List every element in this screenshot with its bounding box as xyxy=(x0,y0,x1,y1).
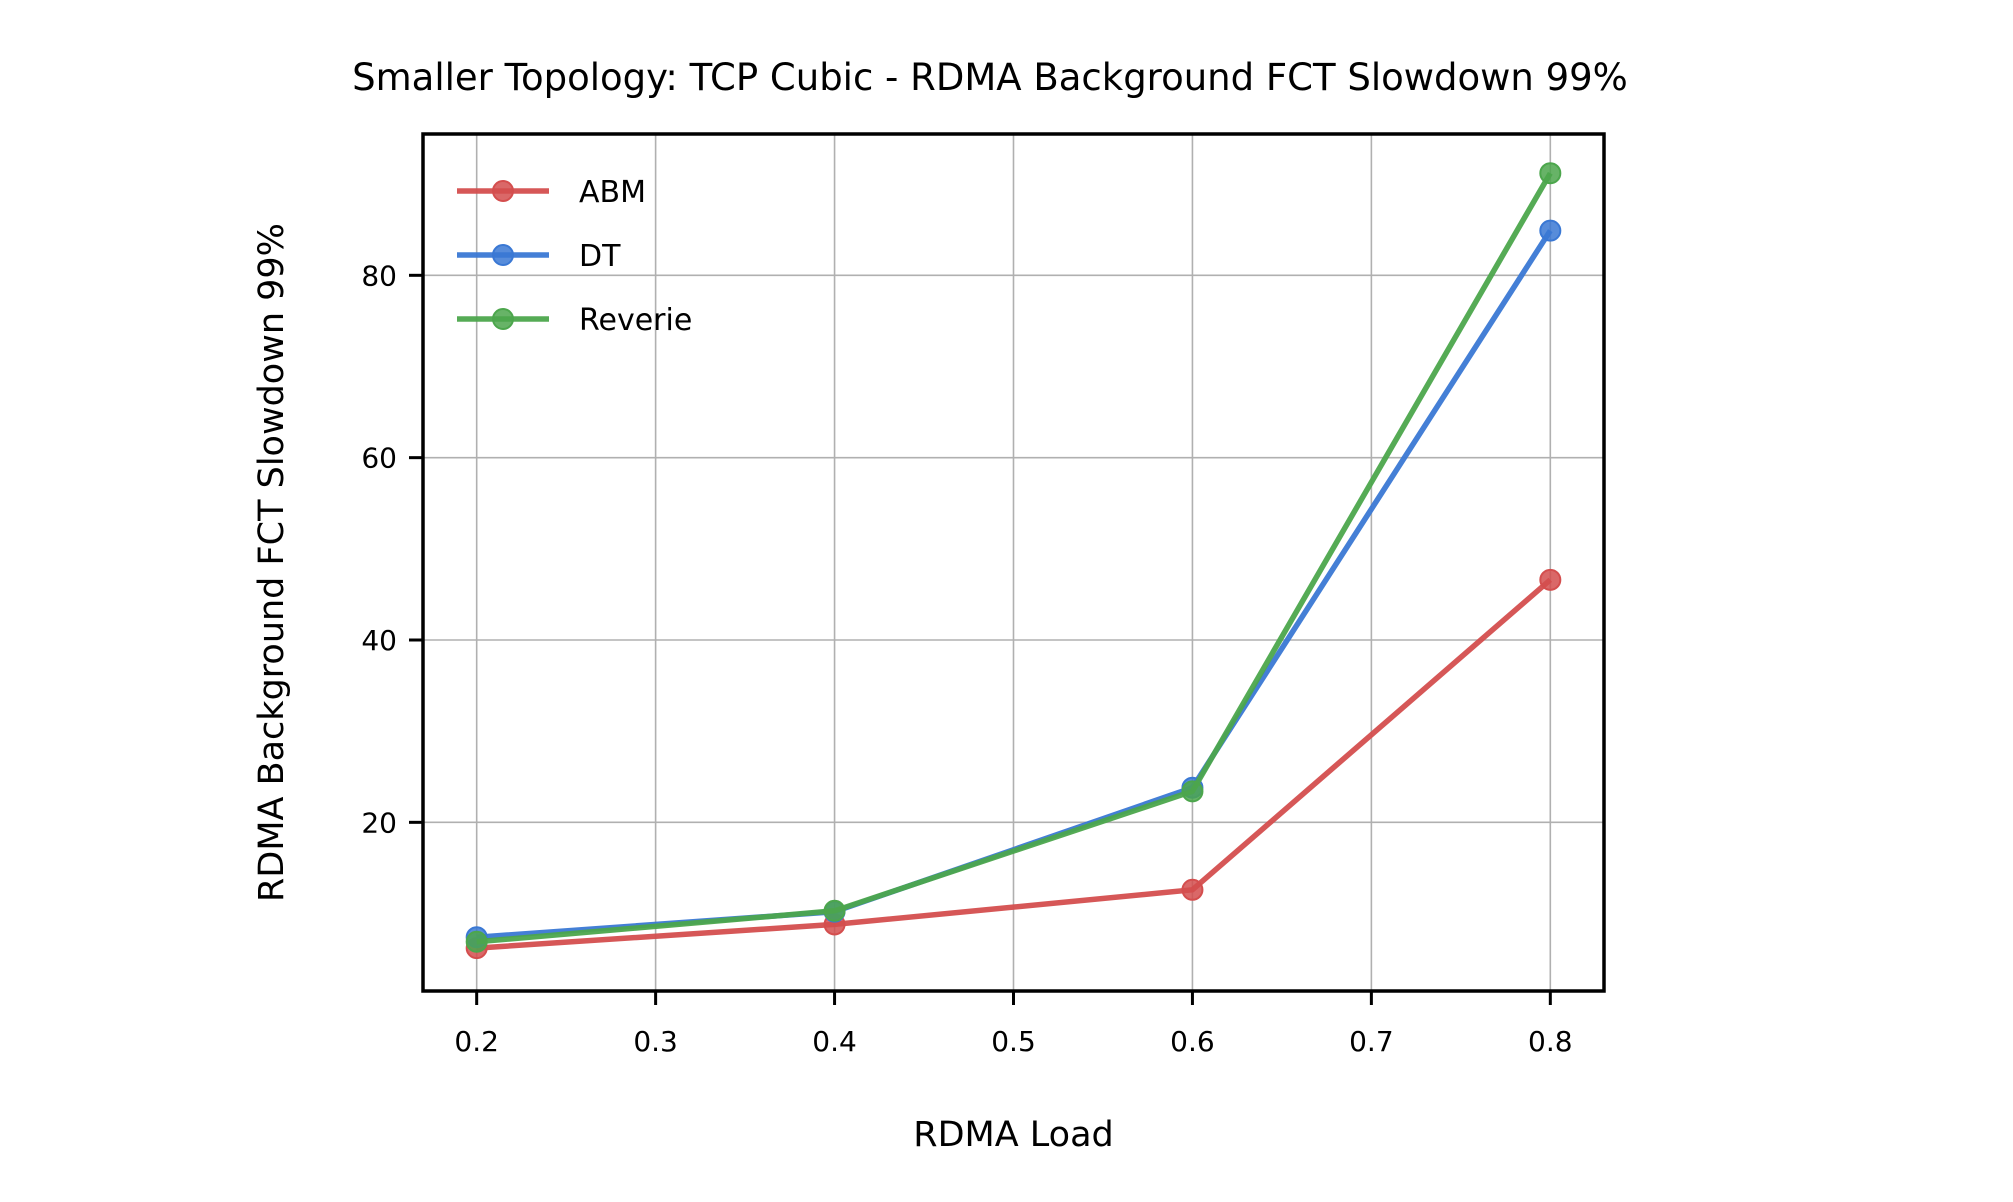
data-point xyxy=(1539,219,1562,242)
legend-item: Reverie xyxy=(457,303,692,338)
series-reverie xyxy=(465,162,1562,953)
y-tick-label: 60 xyxy=(361,442,397,475)
legend-marker xyxy=(492,180,514,202)
x-tick-label: 0.5 xyxy=(991,1025,1036,1058)
legend-label: Reverie xyxy=(579,303,692,338)
y-axis: 20 40 60 80 xyxy=(361,259,423,839)
legend-item: DT xyxy=(457,239,621,274)
x-axis: 0.2 0.3 0.4 0.5 0.6 0.7 0.8 xyxy=(454,991,1573,1058)
legend-marker xyxy=(492,244,514,266)
data-point xyxy=(1181,780,1204,803)
x-tick-label: 0.3 xyxy=(633,1025,678,1058)
chart-title: Smaller Topology: TCP Cubic - RDMA Backg… xyxy=(352,56,1628,99)
x-tick-label: 0.7 xyxy=(1349,1025,1394,1058)
data-point xyxy=(1181,878,1204,901)
data-point xyxy=(823,899,846,922)
data-point xyxy=(1539,162,1562,185)
legend-label: DT xyxy=(579,239,621,274)
legend-marker xyxy=(492,308,514,330)
y-tick-label: 80 xyxy=(361,259,397,292)
series-line xyxy=(476,171,1553,945)
x-axis-label: RDMA Load xyxy=(913,1115,1114,1155)
legend: ABM DT Reverie xyxy=(457,175,692,338)
data-point xyxy=(1539,568,1562,591)
y-tick-label: 20 xyxy=(361,806,397,839)
x-tick-label: 0.6 xyxy=(1170,1025,1215,1058)
x-tick-label: 0.8 xyxy=(1528,1025,1573,1058)
legend-item: ABM xyxy=(457,175,646,210)
series-line xyxy=(476,577,1553,951)
y-tick-label: 40 xyxy=(361,624,397,657)
legend-label: ABM xyxy=(579,175,646,210)
series-layer xyxy=(465,162,1562,960)
x-tick-label: 0.2 xyxy=(454,1025,499,1058)
x-tick-label: 0.4 xyxy=(812,1025,857,1058)
data-point xyxy=(465,930,488,953)
y-axis-label: RDMA Background FCT Slowdown 99% xyxy=(252,223,292,902)
